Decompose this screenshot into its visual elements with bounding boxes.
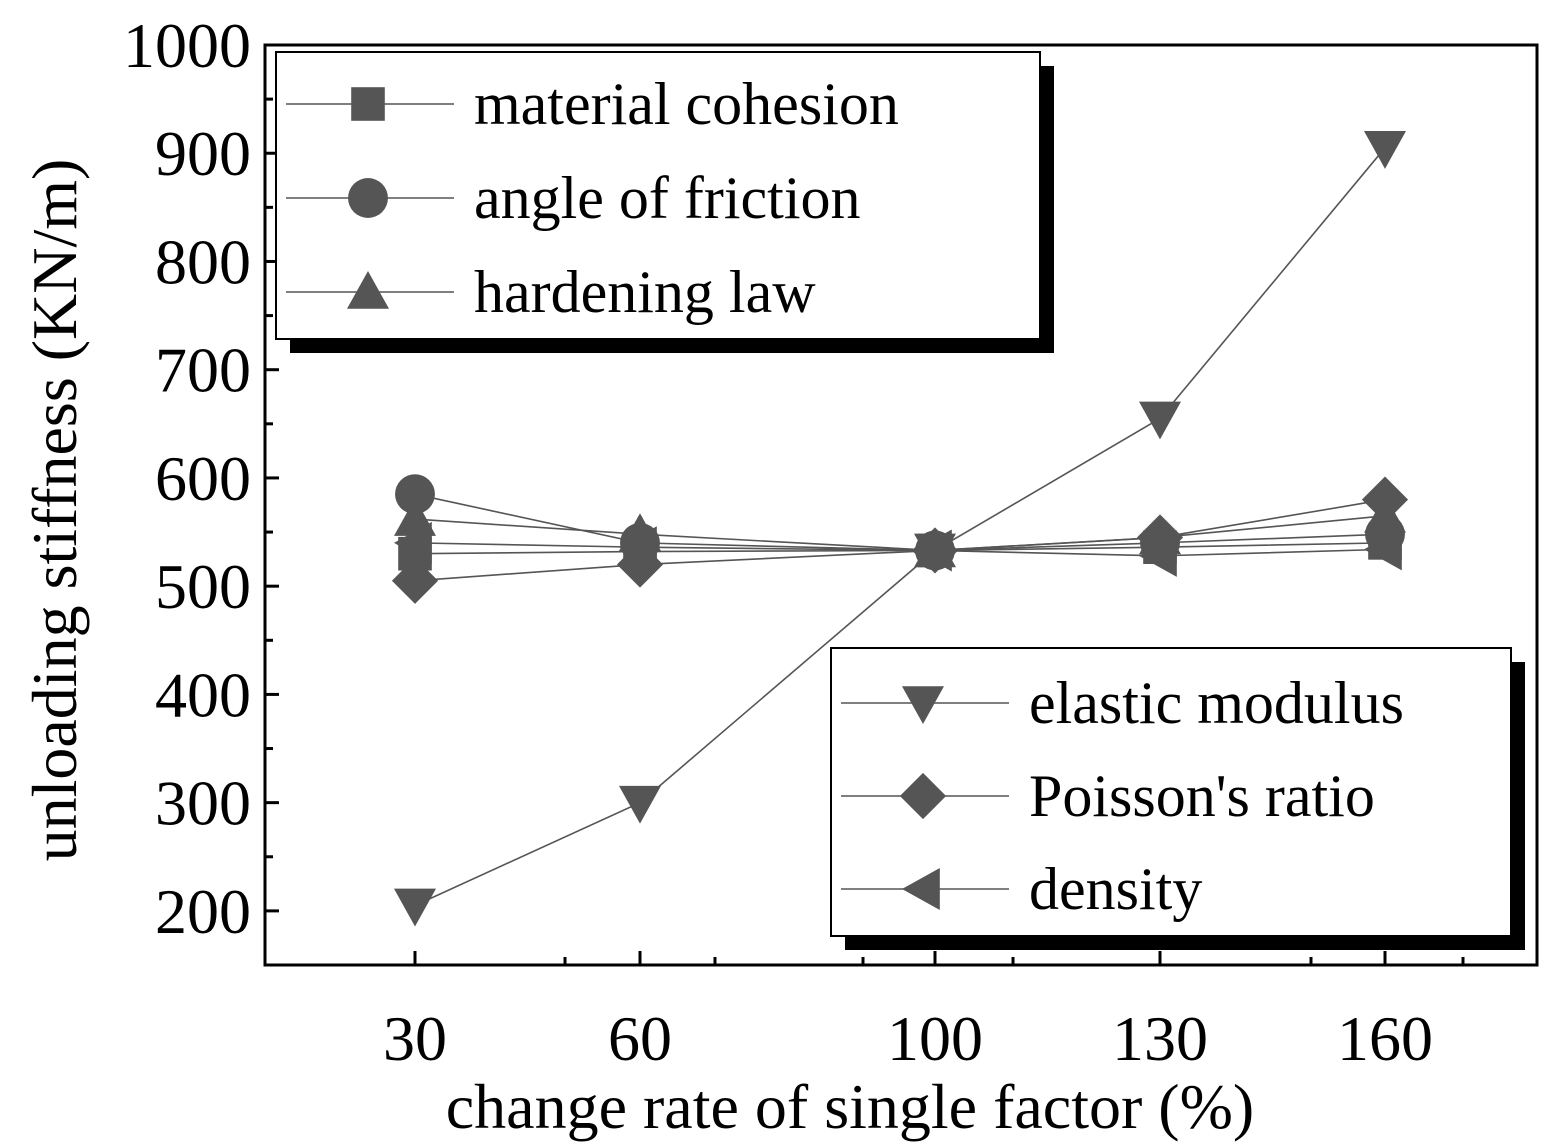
series-poisson-s-ratio [391, 476, 1409, 604]
legend-marker [902, 868, 940, 910]
y-axis-title: unloading stiffness (KN/m) [19, 159, 90, 862]
legend-marker [899, 772, 947, 820]
y-tick-label: 300 [155, 768, 251, 839]
x-axis-title: change rate of single factor (%) [446, 1071, 1254, 1142]
plot-frame [263, 43, 1539, 967]
legend-marker [902, 686, 944, 724]
legend-marker [351, 87, 385, 121]
series-line-angle-of-friction [414, 493, 1386, 552]
legend-label: material cohesion [474, 71, 899, 137]
series-layer [391, 131, 1409, 927]
legend-label: density [1029, 856, 1202, 922]
legend-bottom-right: elastic modulus Poisson's ratio density [830, 647, 1525, 950]
plot-border [263, 43, 1539, 967]
data-point-elastic-modulus [1139, 401, 1181, 440]
data-point-poisson-s-ratio [391, 557, 439, 604]
y-tick-label: 400 [155, 659, 251, 730]
y-tick-label: 800 [155, 226, 251, 297]
series-hardening-law [394, 494, 1406, 568]
legend-marker [348, 178, 388, 218]
legend-box [275, 51, 1041, 340]
legend-box [830, 647, 1512, 937]
x-tick-label: 30 [383, 1003, 447, 1074]
legend-label: Poisson's ratio [1029, 763, 1375, 829]
x-axis: 30 60 100 130 160 [383, 951, 1465, 1074]
legend-label: hardening law [474, 259, 816, 325]
y-tick-label: 900 [155, 118, 251, 189]
legend-label: angle of friction [474, 165, 861, 231]
y-tick-label: 1000 [123, 10, 251, 81]
data-point-density [1139, 534, 1177, 577]
data-point-angle-of-friction [395, 474, 435, 515]
series-line-density [414, 542, 1386, 557]
data-point-poisson-s-ratio [1361, 476, 1409, 523]
y-tick-label: 700 [155, 335, 251, 406]
y-axis: 200 300 400 500 600 700 800 900 1000 [123, 10, 279, 947]
data-point-elastic-modulus [619, 785, 661, 824]
y-tick-label: 500 [155, 551, 251, 622]
data-point-density [619, 526, 657, 569]
data-point-poisson-s-ratio [616, 541, 664, 588]
legend-marker [347, 271, 389, 309]
data-point-elastic-modulus [1364, 131, 1406, 169]
x-tick-label: 100 [887, 1003, 983, 1074]
data-point-poisson-s-ratio [1136, 514, 1184, 561]
legend-top-left: material cohesion angle of friction harden… [275, 51, 1054, 353]
data-point-density [914, 529, 952, 572]
x-tick-label: 160 [1337, 1003, 1433, 1074]
y-tick-label: 600 [155, 443, 251, 514]
data-point-density [394, 521, 432, 564]
data-point-density [1364, 528, 1402, 571]
data-point-elastic-modulus [394, 888, 436, 927]
x-tick-label: 130 [1112, 1003, 1208, 1074]
series-density [394, 521, 1402, 577]
x-tick-label: 60 [608, 1003, 672, 1074]
legend-label: elastic modulus [1029, 670, 1404, 736]
y-tick-label: 200 [155, 876, 251, 947]
